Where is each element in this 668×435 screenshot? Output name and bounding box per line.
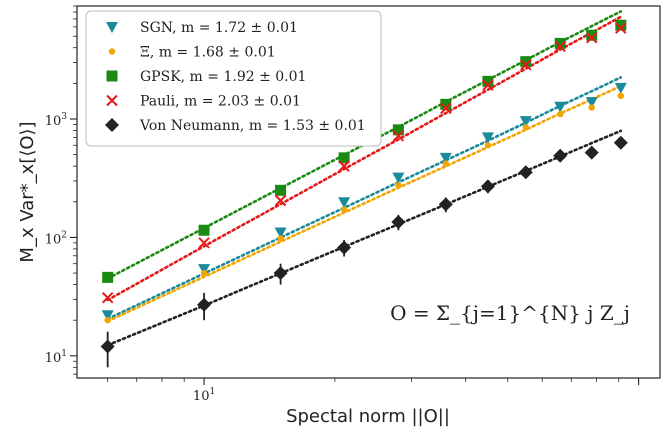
x-axis-label: Spectal norm ||O||	[286, 406, 450, 427]
data-point	[585, 97, 598, 109]
data-point	[392, 172, 405, 184]
data-point	[392, 130, 405, 142]
data-markers	[100, 19, 628, 354]
fit-line-3	[106, 15, 623, 302]
data-point	[520, 59, 532, 71]
data-point	[338, 197, 351, 209]
data-point	[615, 19, 627, 31]
data-point	[440, 102, 452, 115]
data-point	[522, 124, 529, 131]
data-point	[481, 132, 494, 144]
data-point	[554, 101, 567, 113]
data-point	[338, 152, 350, 164]
y-tick-label: 102	[45, 230, 67, 247]
data-point	[588, 104, 595, 111]
data-point	[586, 32, 598, 44]
data-point	[480, 179, 495, 194]
data-point	[273, 266, 288, 281]
legend-marker	[106, 70, 118, 82]
legend-label: Ξ, m = 1.68 ± 0.01	[140, 45, 276, 61]
data-point	[275, 184, 287, 196]
data-point	[518, 165, 533, 180]
legend: SGN, m = 1.72 ± 0.01 Ξ, m = 1.68 ± 0.01 GP…	[85, 10, 382, 147]
legend-box	[85, 10, 382, 147]
legend-marker	[105, 118, 119, 132]
formula-annotation: O = Σ_{j=1}^{N} j Z_j	[390, 301, 630, 325]
data-point	[200, 269, 208, 277]
data-point	[613, 135, 628, 150]
legend-marker	[106, 22, 118, 33]
data-point	[104, 316, 111, 324]
data-point	[519, 116, 532, 128]
y-tick-label: 101	[45, 349, 67, 366]
data-point	[553, 148, 568, 163]
data-point	[586, 29, 598, 41]
data-point	[395, 182, 402, 189]
data-point	[100, 339, 115, 354]
legend-label: Von Neumann, m = 1.53 ± 0.01	[139, 118, 366, 134]
data-point	[198, 264, 211, 276]
data-point	[198, 224, 210, 236]
data-point	[615, 22, 627, 34]
legend-label: Pauli, m = 2.03 ± 0.01	[140, 94, 301, 110]
data-point	[584, 145, 599, 160]
data-point	[554, 40, 566, 53]
data-point	[617, 92, 625, 100]
data-point	[520, 56, 532, 68]
data-point	[440, 98, 452, 110]
data-point	[391, 214, 406, 229]
data-point	[338, 160, 350, 172]
data-point	[277, 235, 284, 242]
data-point	[484, 142, 492, 149]
data-point	[442, 160, 450, 167]
legend-label: SGN, m = 1.72 ± 0.01	[140, 20, 298, 36]
y-axis-label: M_x Var*_x[⟨O⟩]	[17, 121, 38, 262]
data-point	[101, 291, 114, 304]
data-point	[482, 75, 494, 87]
x-tick-label: 101	[193, 387, 215, 404]
data-point	[101, 310, 114, 322]
data-point	[197, 297, 212, 312]
legend-marker	[106, 94, 118, 107]
data-point	[438, 197, 453, 212]
data-point	[392, 124, 404, 136]
data-point	[482, 79, 494, 91]
tick-marks: 101 102 103 101	[45, 5, 640, 404]
data-point	[614, 82, 627, 94]
data-point	[439, 152, 452, 164]
data-point	[274, 227, 287, 239]
legend-marker	[108, 48, 116, 55]
data-point	[337, 240, 352, 255]
data-point	[198, 237, 210, 249]
data-point	[274, 194, 287, 207]
data-point	[556, 110, 564, 118]
legend-label: GPSK, m = 1.92 ± 0.01	[140, 69, 306, 85]
y-tick-label: 103	[45, 112, 68, 129]
data-point	[554, 37, 566, 49]
data-point	[102, 271, 114, 283]
data-point	[340, 206, 348, 213]
